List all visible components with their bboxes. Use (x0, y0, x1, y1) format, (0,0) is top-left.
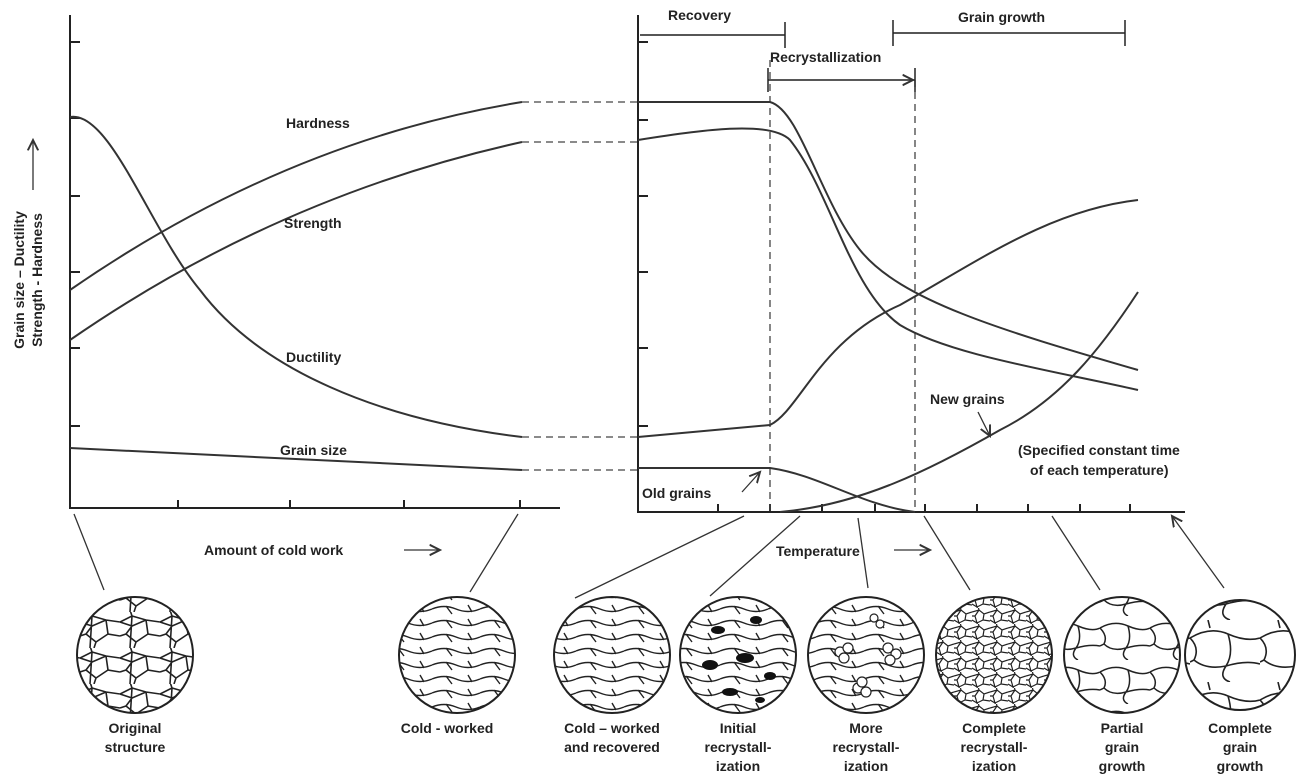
micrograph (936, 597, 1052, 713)
microstructure-label: More (849, 720, 883, 736)
microstructure-label: ization (844, 758, 888, 774)
microstructure-label: structure (105, 739, 166, 755)
microstructure-label: recrystall- (705, 739, 772, 755)
curve-label: Grain size (280, 442, 347, 458)
stage-label: Grain growth (958, 9, 1045, 25)
micrograph (399, 597, 515, 713)
label-arrow (978, 412, 990, 436)
microstructure-label: Original (109, 720, 162, 736)
diagram: Grain size – Ductility Strength - Hardne… (0, 0, 1298, 780)
microstructures (77, 597, 1295, 713)
strength-curve (638, 128, 1138, 390)
micrograph (77, 597, 193, 713)
strength-curve (70, 142, 522, 340)
curve-label: Old grains (642, 485, 711, 501)
stage-boundaries (770, 60, 915, 512)
curve-label: Hardness (286, 115, 350, 131)
stage-brackets (640, 20, 1125, 92)
label-arrow (742, 472, 760, 492)
stage-label: Recovery (668, 7, 731, 23)
y-axis-label: Strength - Hardness (29, 213, 45, 347)
curve-label: Ductility (286, 349, 341, 365)
ductility-curve (70, 117, 522, 437)
x-axis-label: Amount of cold work (204, 542, 343, 558)
microstructure-label: growth (1217, 758, 1264, 774)
microstructure-labels: Original structure Cold - worked Cold – wor… (105, 720, 1272, 774)
note: (Specified constant time (1018, 442, 1180, 458)
stage-label: Recrystallization (770, 49, 881, 65)
microstructure-label: grain (1105, 739, 1139, 755)
connector-lines (522, 102, 638, 470)
left-axes (70, 15, 560, 508)
microstructure-label: Complete (962, 720, 1026, 736)
microstructure-label: Partial (1101, 720, 1144, 736)
microstructure-label: and recovered (564, 739, 660, 755)
hardness-curve (638, 102, 1138, 370)
stage-arrows (642, 33, 1123, 80)
micrograph (1185, 600, 1295, 710)
micrograph (554, 597, 670, 713)
x-axis-label: Temperature (776, 543, 860, 559)
curve-label: Strength (284, 215, 342, 231)
microstructure-label: recrystall- (833, 739, 900, 755)
microstructure-label: Cold – worked (564, 720, 660, 736)
microstructure-label: ization (716, 758, 760, 774)
microstructure-label: recrystall- (961, 739, 1028, 755)
y-axis-label: Grain size – Ductility (11, 211, 27, 349)
microstructure-label: ization (972, 758, 1016, 774)
right-axes (638, 15, 1185, 512)
microstructure-label: growth (1099, 758, 1146, 774)
micrograph (1064, 597, 1180, 713)
left-ticks (70, 42, 520, 508)
microstructure-label: Cold - worked (401, 720, 494, 736)
ductility-curve (638, 200, 1138, 437)
microstructure-label: Initial (720, 720, 757, 736)
curve-label: New grains (930, 391, 1005, 407)
microstructure-label: Complete (1208, 720, 1272, 736)
note: of each temperature) (1030, 462, 1168, 478)
microstructure-label: grain (1223, 739, 1257, 755)
